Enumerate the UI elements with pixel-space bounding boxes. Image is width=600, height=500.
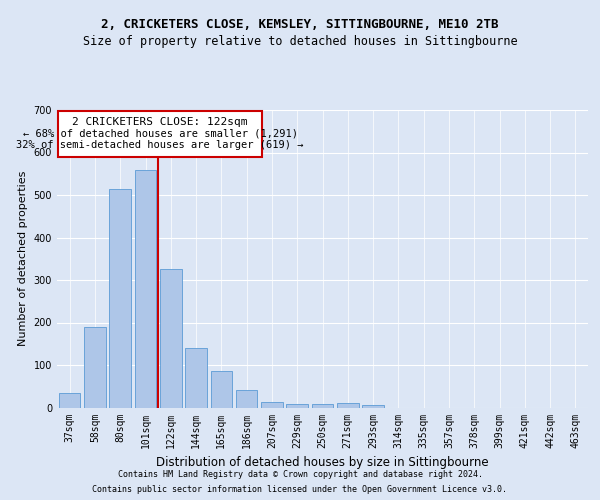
Bar (211, 372, 232, 408)
Text: 2, CRICKETERS CLOSE, KEMSLEY, SITTINGBOURNE, ME10 2TB: 2, CRICKETERS CLOSE, KEMSLEY, SITTINGBOU… (101, 18, 499, 30)
Bar (135, 170, 156, 408)
Bar (261, 402, 283, 407)
Bar (84, 327, 106, 407)
Y-axis label: Number of detached properties: Number of detached properties (18, 171, 28, 346)
Bar (109, 188, 131, 408)
Text: Contains public sector information licensed under the Open Government Licence v3: Contains public sector information licen… (92, 485, 508, 494)
Text: Contains HM Land Registry data © Crown copyright and database right 2024.: Contains HM Land Registry data © Crown c… (118, 470, 482, 479)
Text: 32% of semi-detached houses are larger (619) →: 32% of semi-detached houses are larger (… (16, 140, 304, 150)
Text: ← 68% of detached houses are smaller (1,291): ← 68% of detached houses are smaller (1,… (23, 128, 298, 138)
Bar (312, 404, 333, 407)
Bar (362, 405, 384, 407)
Bar (58, 112, 262, 157)
X-axis label: Distribution of detached houses by size in Sittingbourne: Distribution of detached houses by size … (156, 456, 489, 469)
Text: Size of property relative to detached houses in Sittingbourne: Size of property relative to detached ho… (83, 35, 517, 48)
Bar (185, 348, 207, 408)
Bar (59, 392, 80, 407)
Bar (236, 390, 257, 407)
Bar (286, 404, 308, 407)
Text: 2 CRICKETERS CLOSE: 122sqm: 2 CRICKETERS CLOSE: 122sqm (72, 117, 248, 127)
Bar (160, 270, 182, 407)
Bar (337, 403, 359, 407)
